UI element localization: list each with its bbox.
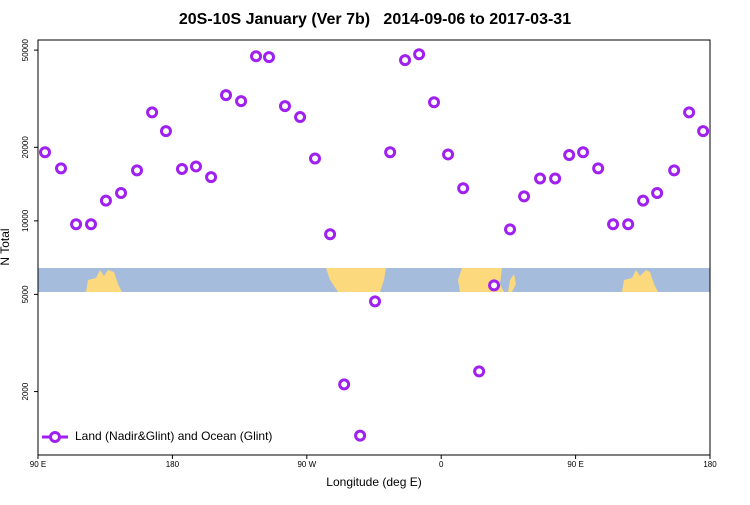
data-point: [70, 218, 83, 231]
data-point: [99, 194, 112, 207]
data-point: [131, 164, 144, 177]
y-tick-label: 2000: [21, 382, 30, 400]
data-point: [384, 146, 397, 159]
data-point: [278, 100, 291, 113]
legend-label: Land (Nadir&Glint) and Ocean (Glint): [75, 429, 272, 443]
y-tick-label: 5000: [21, 285, 30, 303]
data-point: [518, 190, 531, 203]
y-tick-label: 50000: [21, 38, 30, 61]
data-point: [563, 149, 576, 162]
data-point: [369, 295, 382, 308]
data-point: [413, 48, 426, 61]
data-point: [354, 429, 367, 442]
data-point: [294, 111, 307, 124]
data-point: [189, 160, 202, 173]
data-point: [668, 164, 681, 177]
data-point: [399, 54, 412, 67]
chart-title: 20S-10S January (Ver 7b) 2014-09-06 to 2…: [179, 11, 571, 28]
x-tick-label: 180: [166, 460, 180, 469]
data-point: [338, 378, 351, 391]
data-point: [205, 171, 218, 184]
land-ocean-strip: [38, 268, 710, 292]
legend-marker: [49, 431, 61, 443]
x-tick-label: 90 W: [297, 460, 316, 469]
data-point: [54, 162, 67, 175]
x-tick-label: 90 E: [30, 460, 46, 469]
data-point: [457, 182, 470, 195]
data-point: [39, 146, 52, 159]
data-point: [577, 146, 590, 159]
x-tick-label: 180: [703, 460, 717, 469]
data-point: [250, 50, 263, 63]
data-point: [549, 172, 562, 185]
data-point: [697, 125, 710, 138]
data-point: [651, 187, 664, 200]
data-point: [442, 148, 455, 161]
data-point: [159, 125, 172, 138]
data-point: [235, 95, 248, 108]
data-point: [637, 194, 650, 207]
data-point: [220, 89, 233, 102]
data-point: [324, 228, 337, 241]
x-axis-label: Longitude (deg E): [326, 475, 421, 489]
data-point: [534, 172, 547, 185]
data-point: [428, 96, 441, 109]
data-point: [622, 218, 635, 231]
data-point: [592, 162, 605, 175]
data-point: [488, 279, 501, 292]
data-point: [607, 218, 620, 231]
y-tick-label: 10000: [21, 209, 30, 232]
data-point: [309, 152, 322, 165]
data-point: [683, 106, 696, 119]
data-point: [146, 106, 159, 119]
data-point: [504, 223, 517, 236]
plot-frame: [37, 39, 711, 456]
x-tick-label: 90 E: [567, 460, 583, 469]
data-point: [175, 163, 188, 176]
y-axis-label: N Total: [0, 228, 12, 265]
data-point: [85, 218, 98, 231]
data-point: [263, 51, 276, 64]
y-tick-label: 20000: [21, 136, 30, 159]
data-point: [473, 365, 486, 378]
data-point: [115, 187, 128, 200]
x-tick-label: 0: [439, 460, 444, 469]
